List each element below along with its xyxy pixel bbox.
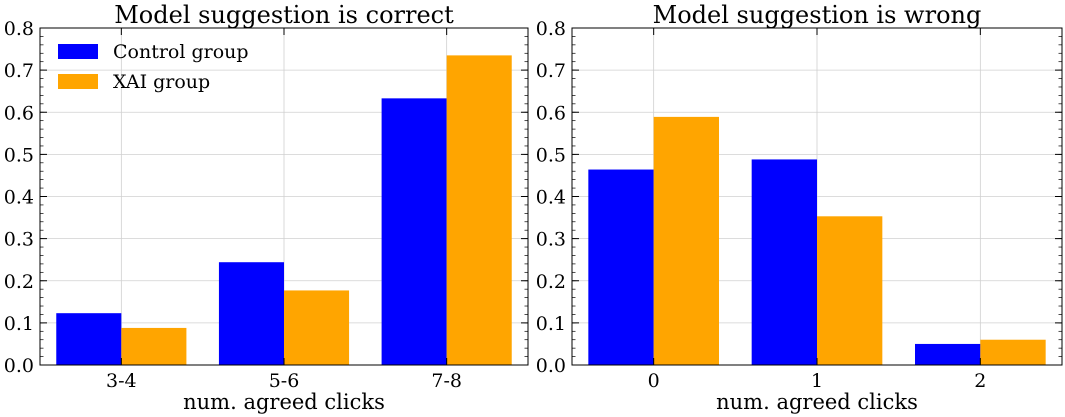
bar [653,116,719,365]
y-tick-label: 0.7 [536,60,566,82]
y-tick-label: 0.1 [536,313,566,335]
y-tick-label: 0.0 [4,355,34,377]
legend-swatch [58,44,98,59]
bar [446,55,512,365]
y-tick-label: 0.0 [536,355,566,377]
bar [915,343,981,365]
chart-panel-correct: 0.0 0.1 0.2 0.3 0.4 0.5 0.6 0.7 0.8 3-4 5-6 7-8 Mode… [4,1,529,414]
bar [56,313,122,365]
bar [381,98,447,365]
y-tick-label: 0.1 [4,313,34,335]
y-tick-label: 0.2 [536,271,566,293]
y-tick-label: 0.5 [4,144,34,166]
y-tick-label: 0.2 [4,271,34,293]
chart-title: Model suggestion is correct [114,1,454,29]
x-tick-label: 5-6 [269,370,300,392]
chart-title: Model suggestion is wrong [653,1,982,29]
y-tick-label: 0.6 [536,102,566,124]
y-tick-label: 0.8 [4,18,34,40]
y-tick-label: 0.7 [4,60,34,82]
x-tick-label: 0 [648,370,660,392]
chart-panel-wrong: 0.0 0.1 0.2 0.3 0.4 0.5 0.6 0.7 0.8 0 1 2 Model sugg… [536,1,1063,414]
y-tick-label: 0.3 [4,229,34,251]
y-tick-label: 0.8 [536,18,566,40]
y-tick-label: 0.4 [4,187,34,209]
bar [980,339,1046,365]
legend-label: Control group [113,41,249,63]
bar [817,216,883,365]
x-axis-label: num. agreed clicks [716,390,918,414]
y-tick-label: 0.3 [536,229,566,251]
legend-label: XAI group [113,71,210,93]
x-tick-label: 3-4 [106,370,137,392]
x-axis-label: num. agreed clicks [183,390,385,414]
y-tick-label: 0.5 [536,144,566,166]
bar [218,262,284,365]
legend-swatch [58,74,98,89]
bar [751,159,817,365]
y-tick-label: 0.4 [536,187,566,209]
x-tick-label: 2 [974,370,986,392]
y-tick-label: 0.6 [4,102,34,124]
bar [121,327,187,365]
bar [284,290,350,365]
bar [588,169,654,365]
x-tick-label: 1 [811,370,823,392]
legend: Control group XAI group [58,41,249,93]
x-tick-label: 7-8 [431,370,462,392]
